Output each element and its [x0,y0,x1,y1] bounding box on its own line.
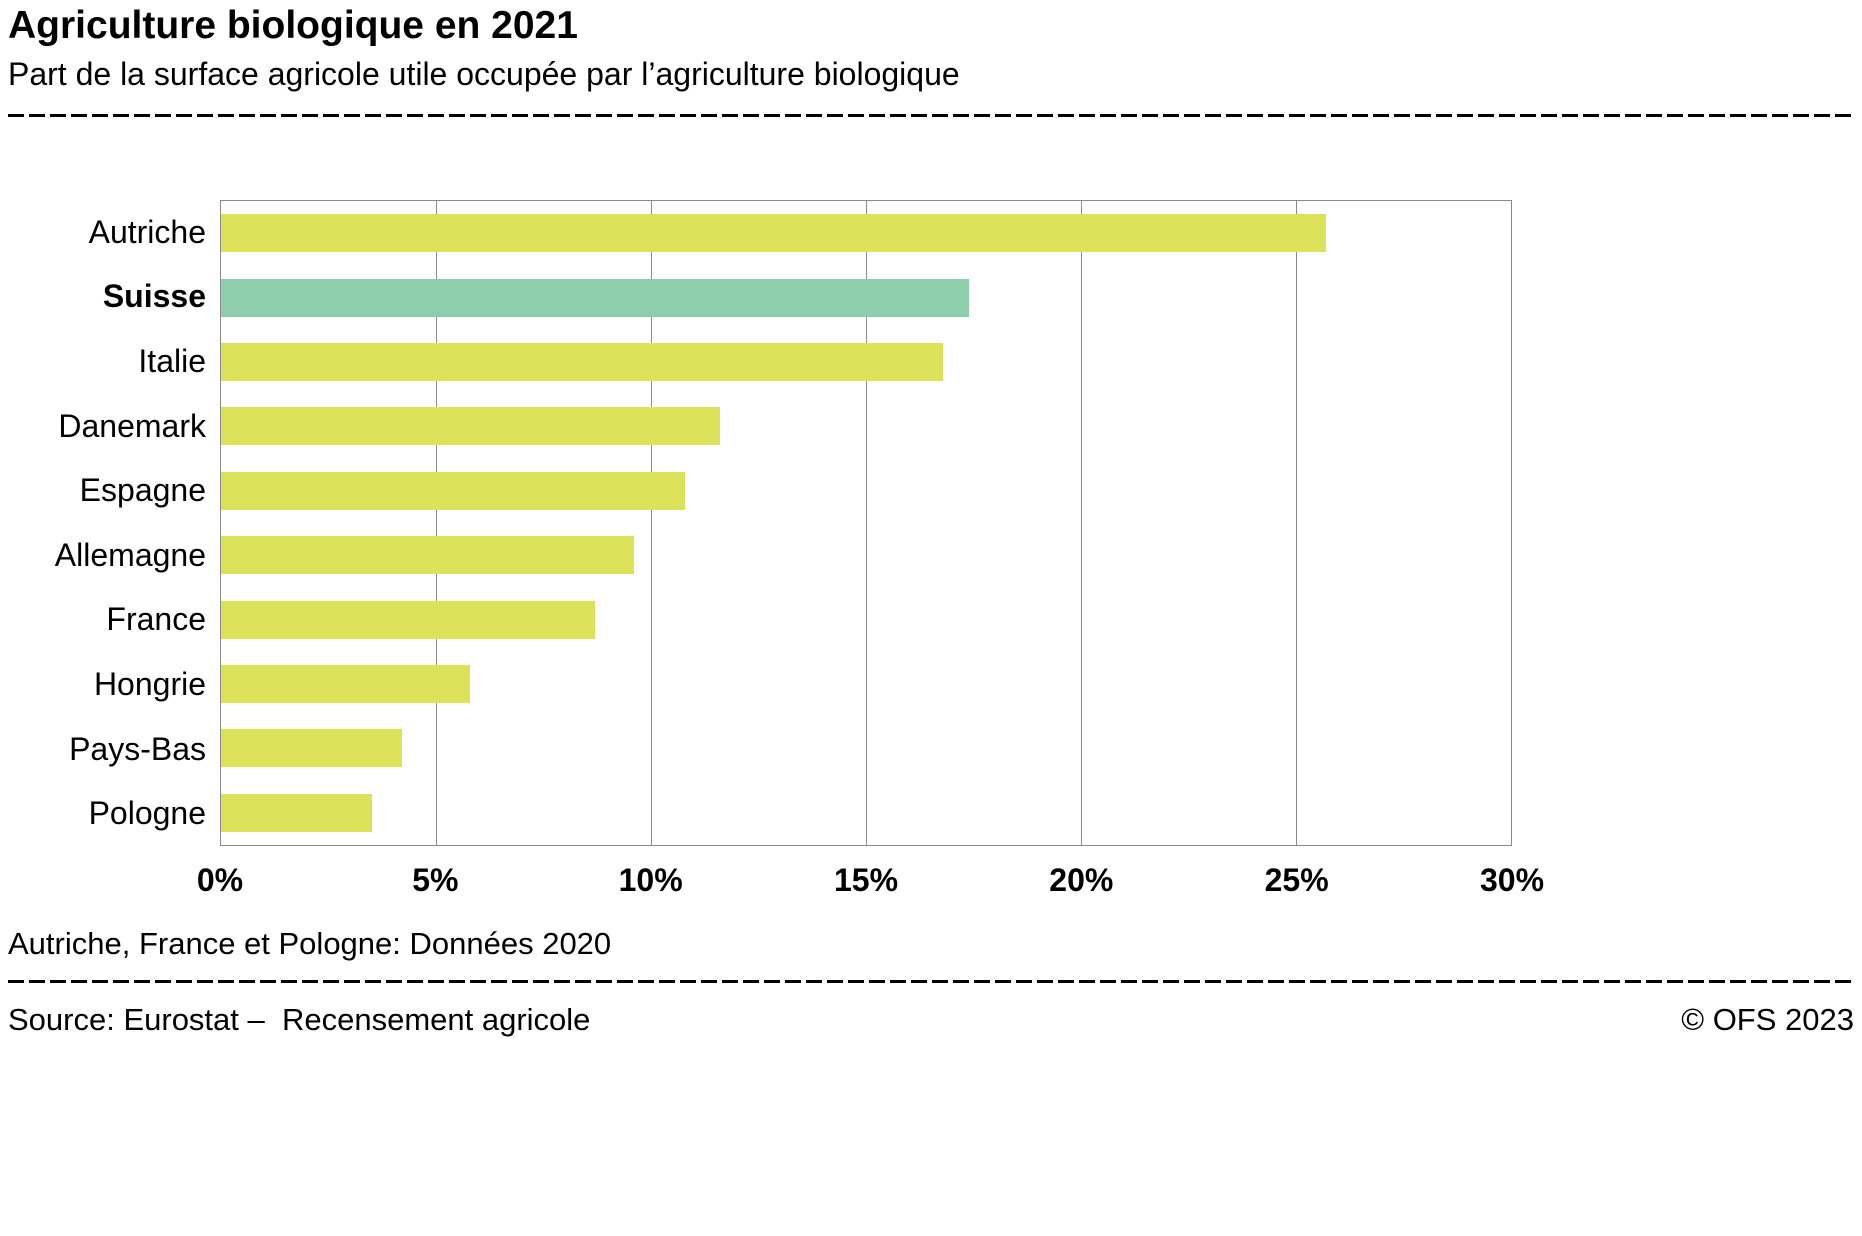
chart-footnote: Autriche, France et Pologne: Données 202… [8,926,612,961]
bar-espagne [221,471,686,510]
header-divider [8,114,1854,117]
gridline-25 [1296,201,1297,845]
gridline-20 [1081,201,1082,845]
bar-autriche [221,214,1327,253]
gridline-5 [436,201,437,845]
x-tick-label-25: 25% [1264,862,1329,898]
x-tick-label-5: 5% [412,862,459,898]
bar-pologne [221,793,372,832]
x-tick-label-10: 10% [618,862,683,898]
y-axis-labels: Autriche Suisse Italie Danemark Espagne Allem… [0,200,206,846]
x-tick-label-0: 0% [196,862,244,898]
bar-pays-bas [221,729,402,768]
gridline-15 [866,201,867,845]
category-label-suisse: Suisse [102,278,206,315]
category-label-espagne: Espagne [79,472,206,509]
x-axis: 0% 5% 10% 15% 20% 25% 30% [197,862,1544,902]
category-label-italie: Italie [138,342,206,379]
chart-subtitle: Part de la surface agricole utile occupé… [8,56,960,92]
category-label-danemark: Danemark [58,407,206,444]
bar-hongrie [221,665,471,703]
source-text: Source: Eurostat – Recensement agricole [8,1002,591,1037]
bar-chart-plot-area [220,200,1512,846]
page-title: Agriculture biologique en 2021 [8,4,578,47]
copyright-text: © OFS 2023 [1681,1002,1854,1037]
bar-allemagne [221,536,634,575]
category-label-autriche: Autriche [88,213,206,250]
gridline-10 [651,201,652,845]
category-label-pays-bas: Pays-Bas [69,730,206,767]
bar-suisse [221,278,970,317]
bar-italie [221,343,944,381]
category-label-france: France [106,601,206,638]
footer-divider [8,980,1854,983]
footer: Source: Eurostat – Recensement agricole … [8,1002,1854,1038]
category-label-allemagne: Allemagne [54,536,206,573]
x-tick-label-30: 30% [1479,862,1545,898]
bar-france [221,600,596,639]
category-label-pologne: Pologne [88,795,206,832]
bar-danemark [221,407,720,446]
x-tick-label-15: 15% [833,862,899,898]
x-tick-label-20: 20% [1049,862,1114,898]
category-label-hongrie: Hongrie [93,665,206,702]
